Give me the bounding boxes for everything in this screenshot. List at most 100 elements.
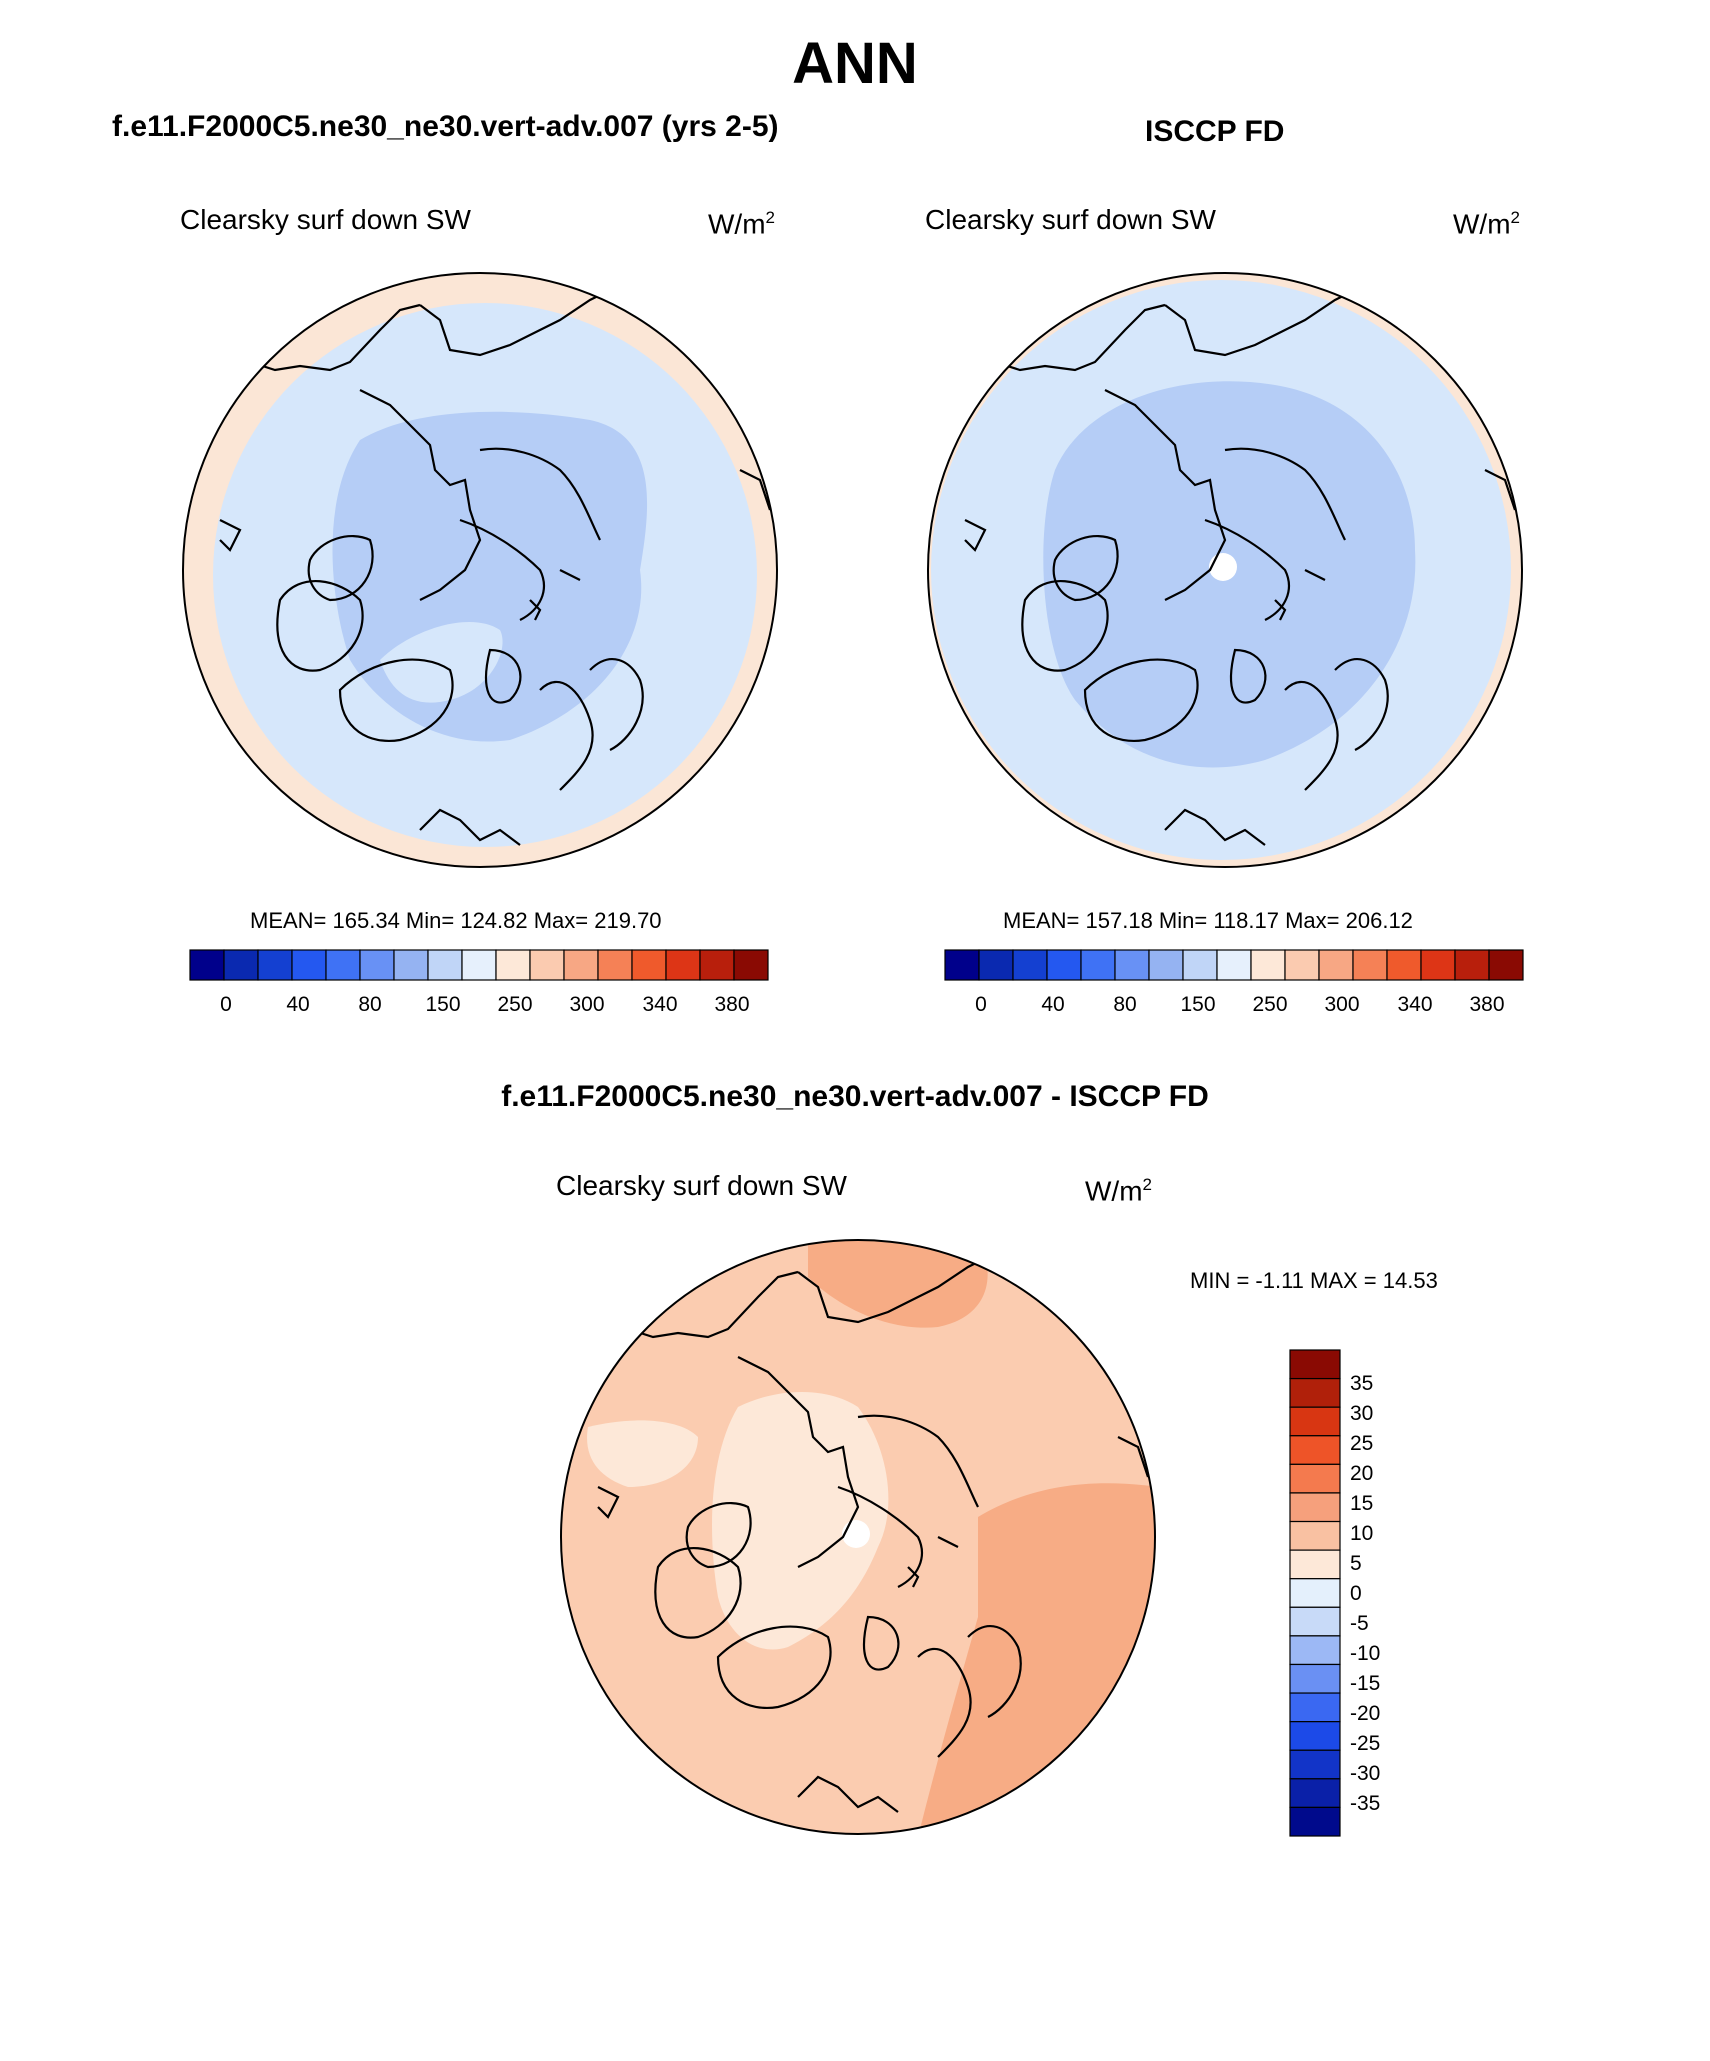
colorbar-swatch — [359, 949, 395, 981]
panel2-colorbar — [944, 949, 1524, 981]
colorbar-swatch — [1289, 1549, 1341, 1580]
panel2-tick-label: 80 — [1113, 993, 1137, 1016]
colorbar-swatch — [257, 949, 293, 981]
colorbar-swatch — [1012, 949, 1048, 981]
colorbar-swatch — [563, 949, 599, 981]
colorbar-swatch — [1182, 949, 1218, 981]
panel1-tick-label: 380 — [714, 993, 750, 1016]
colorbar-swatch — [1289, 1492, 1341, 1523]
colorbar-swatch — [1250, 949, 1286, 981]
colorbar-swatch — [1289, 1406, 1341, 1437]
panel2-variable-label: Clearsky surf down SW — [925, 204, 1216, 235]
panel1-polar-map — [182, 272, 778, 868]
colorbar-swatch — [1289, 1520, 1341, 1551]
panel3-missing-pole — [842, 1520, 870, 1548]
panel3-tick-label: -20 — [1350, 1702, 1381, 1725]
colorbar-swatch — [1080, 949, 1116, 981]
panel2-tick-label: 250 — [1252, 993, 1288, 1016]
panel3-tick-label: 0 — [1350, 1582, 1362, 1605]
colorbar-swatch — [1289, 1377, 1341, 1408]
panel3-tick-label: 15 — [1350, 1492, 1374, 1515]
panel2-tick-label: 300 — [1324, 993, 1360, 1016]
panel1-tick-label: 40 — [286, 993, 310, 1016]
panel2-colorbar-ticks: 0 40 80 150 250 300 340 380 — [945, 993, 1523, 1023]
colorbar-swatch — [1216, 949, 1252, 981]
colorbar-swatch — [1289, 1663, 1341, 1694]
colorbar-swatch — [189, 949, 225, 981]
panel3-stats: MIN = -1.11 MAX = 14.53 — [1190, 1268, 1438, 1293]
panel3-colorbar — [1289, 1349, 1341, 1837]
panel3-tick-label: 30 — [1350, 1402, 1374, 1425]
colorbar-swatch — [1289, 1463, 1341, 1494]
panel2-header: ISCCP FD — [1145, 115, 1285, 148]
panel3-variable-label: Clearsky surf down SW — [556, 1170, 847, 1201]
panel3-tick-label: -15 — [1350, 1672, 1381, 1695]
colorbar-swatch — [1289, 1435, 1341, 1465]
panel2-map-boundary — [927, 272, 1523, 868]
panel3-tick-label: -25 — [1350, 1732, 1381, 1755]
panel1-tick-label: 250 — [497, 993, 533, 1016]
colorbar-swatch — [1289, 1749, 1341, 1780]
panel1-tick-label: 300 — [569, 993, 605, 1016]
panel3-tick-label: -5 — [1350, 1612, 1369, 1635]
colorbar-swatch — [1289, 1778, 1341, 1809]
panel3-coastlines — [597, 1256, 1150, 1813]
panel3-units: W/m2 — [1085, 1175, 1152, 1207]
panel1-stats: MEAN= 165.34 Min= 124.82 Max= 219.70 — [250, 908, 662, 933]
colorbar-swatch — [461, 949, 497, 981]
colorbar-swatch — [1046, 949, 1082, 981]
panel1-header: f.e11.F2000C5.ne30_ne30.vert-adv.007 (yr… — [112, 110, 779, 143]
colorbar-swatch — [1420, 949, 1456, 981]
colorbar-swatch — [1386, 949, 1422, 981]
colorbar-swatch — [393, 949, 429, 981]
panel1-tick-label: 340 — [642, 993, 678, 1016]
colorbar-swatch — [1352, 949, 1388, 981]
panel1-colorbar-ticks: 0 40 80 150 250 300 340 380 — [190, 993, 768, 1023]
colorbar-swatch — [325, 949, 361, 981]
colorbar-swatch — [427, 949, 463, 981]
colorbar-swatch — [1289, 1606, 1341, 1637]
panel3-low-field-west — [587, 1420, 698, 1487]
panel3-polar-map — [560, 1239, 1156, 1835]
colorbar-swatch — [1114, 949, 1150, 981]
colorbar-swatch — [1454, 949, 1490, 981]
panel2-tick-label: 0 — [975, 993, 987, 1016]
panel2-stats: MEAN= 157.18 Min= 118.17 Max= 206.12 — [1003, 908, 1413, 933]
colorbar-swatch — [665, 949, 701, 981]
panel3-tick-label: -35 — [1350, 1792, 1381, 1815]
panel1-coastlines — [219, 289, 772, 846]
colorbar-swatch — [291, 949, 327, 981]
panel2-polar-map — [927, 272, 1523, 868]
colorbar-swatch — [1289, 1635, 1341, 1666]
colorbar-swatch — [1148, 949, 1184, 981]
colorbar-swatch — [1289, 1721, 1341, 1751]
colorbar-swatch — [1289, 1578, 1341, 1608]
colorbar-swatch — [733, 949, 769, 981]
panel2-tick-label: 40 — [1041, 993, 1065, 1016]
panel2-missing-pole — [1209, 553, 1237, 581]
colorbar-swatch — [944, 949, 980, 981]
colorbar-swatch — [1488, 949, 1524, 981]
colorbar-swatch — [1289, 1692, 1341, 1723]
panel1-map-boundary — [182, 272, 778, 868]
panel3-tick-label: 35 — [1350, 1372, 1374, 1395]
panel1-tick-label: 0 — [220, 993, 232, 1016]
figure-title: ANN — [792, 31, 918, 96]
panel1-units: W/m2 — [708, 208, 775, 240]
panel2-tick-label: 380 — [1469, 993, 1505, 1016]
colorbar-swatch — [495, 949, 531, 981]
panel3-header: f.e11.F2000C5.ne30_ne30.vert-adv.007 - I… — [501, 1080, 1209, 1113]
panel3-high-field-north — [808, 1240, 988, 1328]
panel3-tick-label: 5 — [1350, 1552, 1362, 1575]
colorbar-swatch — [699, 949, 735, 981]
panel3-tick-label: -10 — [1350, 1642, 1381, 1665]
panel3-colorbar-ticks: 35 30 25 20 15 10 5 0 -5 -10 -15 -20 -25… — [1350, 1350, 1430, 1836]
colorbar-swatch — [597, 949, 633, 981]
panel1-tick-label: 80 — [358, 993, 382, 1016]
panel3-map-boundary — [560, 1239, 1156, 1835]
colorbar-swatch — [1284, 949, 1320, 981]
panel1-colorbar — [189, 949, 769, 981]
panel3-tick-label: 20 — [1350, 1462, 1374, 1485]
colorbar-swatch — [631, 949, 667, 981]
panel2-tick-label: 150 — [1180, 993, 1216, 1016]
